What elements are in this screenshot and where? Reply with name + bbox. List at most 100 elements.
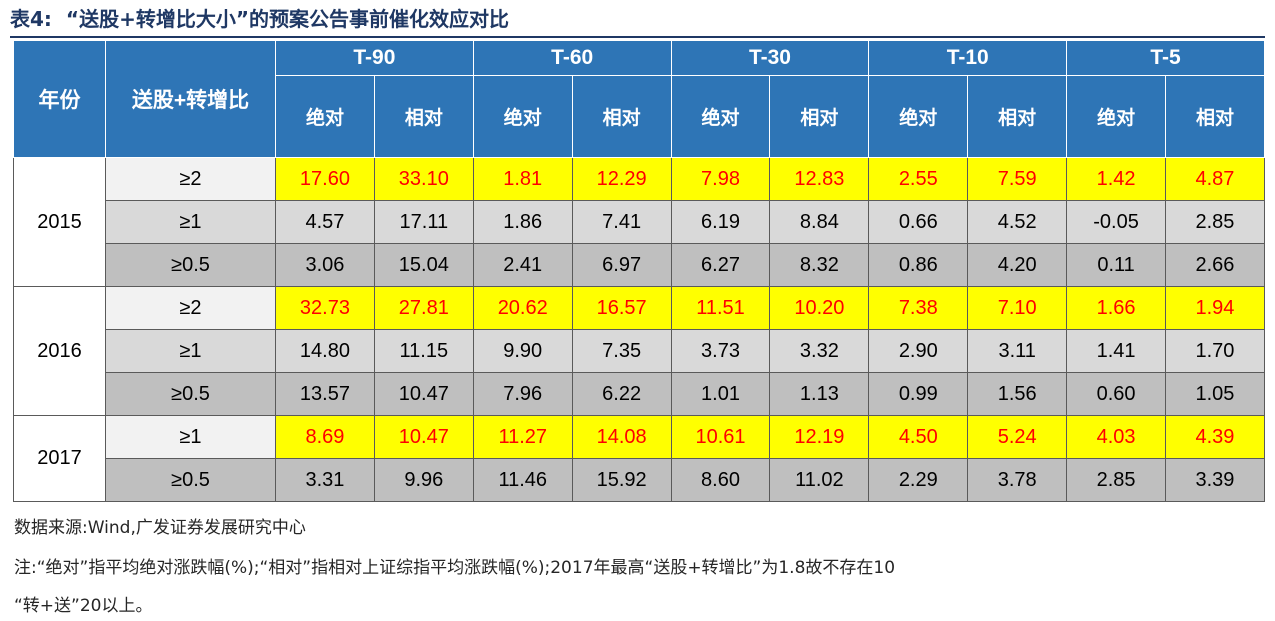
relative-subheader: 相对	[769, 75, 870, 158]
value-cell: 7.96	[472, 372, 573, 416]
value-cell: 4.52	[967, 200, 1068, 244]
value-cell: 4.50	[868, 415, 969, 459]
table-row: ≥0.5 3.06 15.04 2.41 6.97 6.27 8.32 0.86 4.20 0.1…	[14, 243, 1265, 287]
value-cell: 12.83	[769, 157, 870, 201]
relative-subheader: 相对	[571, 75, 672, 158]
value-cell: 1.70	[1165, 329, 1265, 373]
value-cell: 10.61	[670, 415, 771, 459]
period-header: T-30	[670, 40, 870, 76]
absolute-subheader: 绝对	[670, 75, 771, 158]
value-cell: 1.94	[1165, 286, 1265, 330]
value-cell: 0.86	[868, 243, 969, 287]
value-cell: 3.31	[275, 458, 375, 502]
ratio-cell: ≥0.5	[105, 243, 276, 287]
table-header: 年份 送股+转增比 T-90 T-60 T-30 T-10 T-5 绝对 相对 绝对 相对 绝对…	[13, 40, 1265, 158]
table-row: ≥0.5 3.31 9.96 11.46 15.92 8.60 11.02 2.29 3.78 2…	[14, 458, 1265, 502]
ratio-cell: ≥0.5	[105, 458, 276, 502]
value-cell: 1.42	[1066, 157, 1167, 201]
value-cell: 10.47	[373, 415, 474, 459]
period-header: T-90	[275, 40, 474, 76]
value-cell: 15.04	[373, 243, 474, 287]
value-cell: 7.59	[967, 157, 1068, 201]
table-body: 2015 ≥2 17.60 33.10 1.81 12.29 7.98 12.83 2.55 7.…	[13, 157, 1265, 502]
value-cell: -0.05	[1066, 200, 1167, 244]
value-cell: 7.98	[670, 157, 771, 201]
value-cell: 1.05	[1165, 372, 1265, 416]
table-number: 表4:	[10, 7, 52, 31]
value-cell: 4.03	[1066, 415, 1167, 459]
value-cell: 6.97	[571, 243, 672, 287]
relative-subheader: 相对	[967, 75, 1068, 158]
table-row: ≥1 4.57 17.11 1.86 7.41 6.19 8.84 0.66 4.52 -0.05…	[14, 200, 1265, 244]
page-title: 表4: “送股+转增比大小”的预案公告事前催化效应对比	[10, 4, 509, 38]
value-cell: 4.20	[967, 243, 1068, 287]
value-cell: 9.90	[472, 329, 573, 373]
value-cell: 10.47	[373, 372, 474, 416]
source-note: 数据来源:Wind,广发证券发展研究中心	[14, 518, 306, 538]
period-header: T-10	[868, 40, 1068, 76]
table-row: ≥0.5 13.57 10.47 7.96 6.22 1.01 1.13 0.99 1.56 0.…	[14, 372, 1265, 416]
value-cell: 5.24	[967, 415, 1068, 459]
ratio-cell: ≥1	[105, 329, 276, 373]
header-row-subheaders: 绝对 相对 绝对 相对 绝对 相对 绝对 相对 绝对 相对	[14, 75, 1265, 158]
value-cell: 32.73	[275, 286, 375, 330]
value-cell: 8.32	[769, 243, 870, 287]
value-cell: 11.46	[472, 458, 573, 502]
table-row: 2017 ≥1 8.69 10.47 11.27 14.08 10.61 12.19 4.50 5…	[13, 415, 1265, 502]
value-cell: 3.73	[670, 329, 771, 373]
value-cell: 11.02	[769, 458, 870, 502]
value-cell: 15.92	[571, 458, 672, 502]
value-cell: 6.27	[670, 243, 771, 287]
value-cell: 2.55	[868, 157, 969, 201]
footnote-line-1: 注:“绝对”指平均绝对涨跌幅(%);“相对”指相对上证综指平均涨跌幅(%);20…	[14, 558, 896, 578]
value-cell: 16.57	[571, 286, 672, 330]
absolute-subheader: 绝对	[472, 75, 573, 158]
table-row: 2015 ≥2 17.60 33.10 1.81 12.29 7.98 12.83 2.55 7.…	[13, 157, 1265, 287]
value-cell: 8.60	[670, 458, 771, 502]
year-cell: 2017	[13, 415, 106, 502]
value-cell: 3.11	[967, 329, 1068, 373]
value-cell: 1.13	[769, 372, 870, 416]
value-cell: 3.06	[275, 243, 375, 287]
year-header: 年份	[13, 40, 106, 158]
value-cell: 7.38	[868, 286, 969, 330]
relative-subheader: 相对	[373, 75, 474, 158]
value-cell: 7.10	[967, 286, 1068, 330]
ratio-cell: ≥2	[105, 286, 276, 330]
value-cell: 0.11	[1066, 243, 1167, 287]
comparison-table: 年份 送股+转增比 T-90 T-60 T-30 T-10 T-5 绝对 相对 绝对 相对 绝对…	[13, 40, 1265, 502]
value-cell: 33.10	[373, 157, 474, 201]
value-cell: 27.81	[373, 286, 474, 330]
value-cell: 14.08	[571, 415, 672, 459]
value-cell: 12.19	[769, 415, 870, 459]
value-cell: 11.51	[670, 286, 771, 330]
value-cell: 14.80	[275, 329, 375, 373]
ratio-cell: ≥1	[105, 415, 276, 459]
ratio-cell: ≥2	[105, 157, 276, 201]
value-cell: 0.99	[868, 372, 969, 416]
absolute-subheader: 绝对	[1066, 75, 1167, 158]
absolute-subheader: 绝对	[868, 75, 969, 158]
value-cell: 17.60	[275, 157, 375, 201]
value-cell: 8.69	[275, 415, 375, 459]
value-cell: 11.27	[472, 415, 573, 459]
value-cell: 2.29	[868, 458, 969, 502]
period-header: T-60	[472, 40, 672, 76]
value-cell: 3.39	[1165, 458, 1265, 502]
value-cell: 1.81	[472, 157, 573, 201]
value-cell: 9.96	[373, 458, 474, 502]
value-cell: 12.29	[571, 157, 672, 201]
value-cell: 4.87	[1165, 157, 1265, 201]
value-cell: 2.41	[472, 243, 573, 287]
header-row-periods: 年份 送股+转增比 T-90 T-60 T-30 T-10 T-5	[13, 40, 1265, 158]
footnote-line-2: “转+送”20以上。	[14, 596, 153, 616]
value-cell: 1.66	[1066, 286, 1167, 330]
ratio-header: 送股+转增比	[105, 40, 276, 158]
value-cell: 20.62	[472, 286, 573, 330]
value-cell: 2.85	[1165, 200, 1265, 244]
value-cell: 3.32	[769, 329, 870, 373]
table-row: ≥1 14.80 11.15 9.90 7.35 3.73 3.32 2.90 3.11 1.41…	[14, 329, 1265, 373]
value-cell: 1.41	[1066, 329, 1167, 373]
value-cell: 4.57	[275, 200, 375, 244]
value-cell: 8.84	[769, 200, 870, 244]
